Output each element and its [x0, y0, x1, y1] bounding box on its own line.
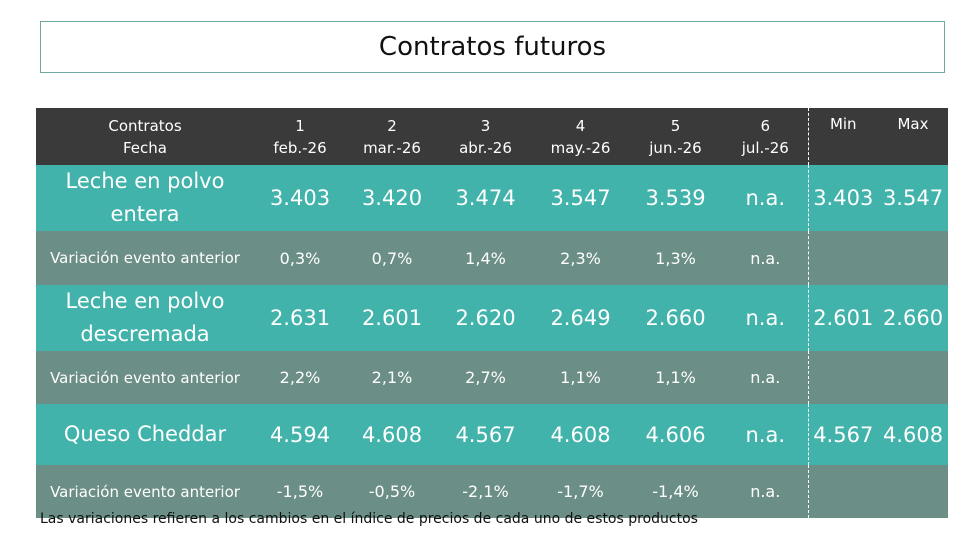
row-label: Leche en polvo entera [36, 165, 254, 231]
contract-date: jun.-26 [649, 138, 702, 157]
cell-value: 3.403 [254, 165, 346, 231]
cell-min [808, 465, 878, 518]
cell-value: 1,1% [628, 351, 723, 404]
header-contract-1: 1 feb.-26 [254, 108, 346, 165]
cell-value: -1,7% [533, 465, 628, 518]
cell-min [808, 351, 878, 404]
cell-value: 4.594 [254, 404, 346, 465]
table-row: Variación evento anterior 2,2% 2,1% 2,7%… [36, 351, 948, 404]
cell-max [878, 465, 948, 518]
cell-value: -1,4% [628, 465, 723, 518]
cell-value: n.a. [723, 404, 809, 465]
header-contratos: Contratos [108, 116, 182, 135]
cell-value: 2,3% [533, 231, 628, 285]
header-contratos-fecha: Contratos Fecha [36, 108, 254, 165]
cell-value: 2.649 [533, 285, 628, 351]
cell-max: 4.608 [878, 404, 948, 465]
cell-value: 3.474 [438, 165, 533, 231]
contract-number: 2 [387, 116, 397, 135]
cell-value: 2.631 [254, 285, 346, 351]
row-label: Variación evento anterior [36, 351, 254, 404]
table-row: Leche en polvo descremada 2.631 2.601 2.… [36, 285, 948, 351]
contract-date: mar.-26 [363, 138, 421, 157]
contract-date: feb.-26 [273, 138, 327, 157]
cell-max: 2.660 [878, 285, 948, 351]
cell-value: 1,3% [628, 231, 723, 285]
row-label: Variación evento anterior [36, 465, 254, 518]
cell-value: 3.547 [533, 165, 628, 231]
cell-value: n.a. [723, 351, 809, 404]
cell-value: 4.608 [346, 404, 438, 465]
contract-number: 3 [480, 116, 491, 135]
header-contract-4: 4 may.-26 [533, 108, 628, 165]
cell-value: 2.620 [438, 285, 533, 351]
cell-value: n.a. [723, 465, 809, 518]
cell-value: 4.606 [628, 404, 723, 465]
cell-max [878, 351, 948, 404]
cell-value: n.a. [723, 285, 809, 351]
table-row: Queso Cheddar 4.594 4.608 4.567 4.608 4.… [36, 404, 948, 465]
cell-value: 4.608 [533, 404, 628, 465]
cell-value: 1,4% [438, 231, 533, 285]
cell-value: 3.539 [628, 165, 723, 231]
table-row: Leche en polvo entera 3.403 3.420 3.474 … [36, 165, 948, 231]
cell-value: 0,3% [254, 231, 346, 285]
page-title: Contratos futuros [40, 21, 945, 73]
cell-min [808, 231, 878, 285]
cell-value: n.a. [723, 165, 809, 231]
cell-value: 2,7% [438, 351, 533, 404]
contract-number: 6 [760, 116, 771, 135]
cell-value: 3.420 [346, 165, 438, 231]
cell-value: 4.567 [438, 404, 533, 465]
cell-min: 2.601 [808, 285, 878, 351]
row-label: Leche en polvo descremada [36, 285, 254, 351]
header-fecha: Fecha [123, 138, 167, 157]
cell-value: -0,5% [346, 465, 438, 518]
cell-value: 2.601 [346, 285, 438, 351]
cell-max [878, 231, 948, 285]
row-label: Variación evento anterior [36, 231, 254, 285]
cell-value: -2,1% [438, 465, 533, 518]
table-header-row: Contratos Fecha 1 feb.-26 2 mar.-26 3 ab… [36, 108, 948, 165]
contract-date: abr.-26 [459, 138, 512, 157]
header-contract-6: 6 jul.-26 [723, 108, 809, 165]
table-row: Variación evento anterior -1,5% -0,5% -2… [36, 465, 948, 518]
futures-table: Contratos Fecha 1 feb.-26 2 mar.-26 3 ab… [36, 108, 948, 518]
header-contract-3: 3 abr.-26 [438, 108, 533, 165]
cell-value: 0,7% [346, 231, 438, 285]
contract-date: jul.-26 [741, 138, 789, 157]
contract-number: 4 [575, 116, 586, 135]
footnote: Las variaciones refieren a los cambios e… [40, 511, 698, 527]
header-contract-5: 5 jun.-26 [628, 108, 723, 165]
header-max: Max [878, 108, 948, 165]
cell-value: 2,1% [346, 351, 438, 404]
cell-value: 1,1% [533, 351, 628, 404]
header-min: Min [808, 108, 878, 165]
contract-number: 5 [670, 116, 681, 135]
contract-number: 1 [295, 116, 305, 135]
row-label: Queso Cheddar [36, 404, 254, 465]
cell-value: n.a. [723, 231, 809, 285]
header-contract-2: 2 mar.-26 [346, 108, 438, 165]
cell-min: 3.403 [808, 165, 878, 231]
cell-value: 2,2% [254, 351, 346, 404]
table-row: Variación evento anterior 0,3% 0,7% 1,4%… [36, 231, 948, 285]
cell-value: 2.660 [628, 285, 723, 351]
cell-max: 3.547 [878, 165, 948, 231]
cell-min: 4.567 [808, 404, 878, 465]
cell-value: -1,5% [254, 465, 346, 518]
contract-date: may.-26 [550, 138, 611, 157]
